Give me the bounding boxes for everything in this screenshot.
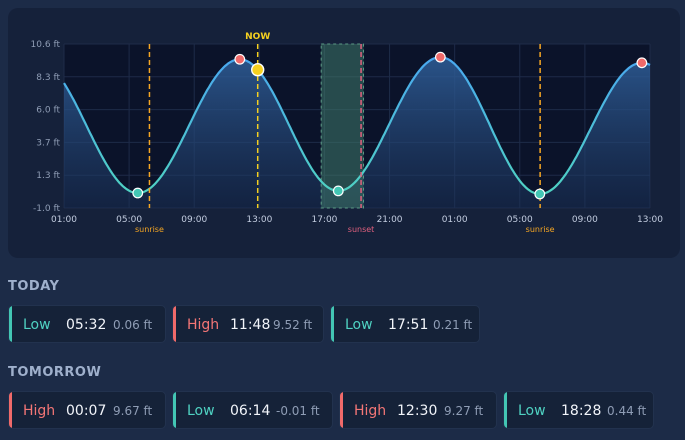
tide-time: 17:51: [388, 317, 429, 333]
tide-type: High: [187, 317, 220, 333]
x-tick-label: 01:00: [442, 215, 468, 225]
chip-accent: [173, 306, 176, 342]
now-label: NOW: [245, 32, 270, 42]
tide-area: [64, 57, 650, 209]
sunrise-label: sunrise: [526, 225, 555, 234]
high-tide-marker: [234, 53, 246, 65]
x-tick-label: 21:00: [377, 215, 403, 225]
x-tick-label: 01:00: [51, 215, 77, 225]
low-tide-marker: [332, 185, 344, 197]
high-tide-marker: [636, 57, 648, 69]
y-tick-label: 1.3 ft: [36, 171, 60, 181]
x-tick-label: 13:00: [246, 215, 272, 225]
y-tick-label: -1.0 ft: [33, 204, 60, 214]
tide-time: 00:07: [66, 403, 107, 419]
tide-chip-tomorrow-1[interactable]: Low 06:14 -0.01 ft: [172, 391, 333, 429]
x-tick-label: 05:00: [116, 215, 142, 225]
tide-chart-card: 10.6 ft 8.3 ft 6.0 ft 3.7 ft 1.3 ft -1.0 ft 01…: [8, 8, 680, 258]
sunrise-label: sunrise: [135, 225, 164, 234]
tide-type: High: [23, 403, 56, 419]
now-marker: [251, 63, 265, 77]
tide-type: Low: [23, 317, 51, 333]
today-heading: TODAY: [8, 279, 60, 294]
tide-type: Low: [518, 403, 546, 419]
y-tick-label: 6.0 ft: [36, 106, 60, 116]
tide-curve: [63, 56, 651, 196]
tide-time: 12:30: [397, 403, 438, 419]
chip-accent: [331, 306, 334, 342]
x-tick-label: 13:00: [637, 215, 663, 225]
chip-accent: [9, 392, 12, 428]
tide-height: 9.27 ft: [444, 404, 484, 418]
tide-height: 9.52 ft: [273, 318, 313, 332]
tide-chip-tomorrow-3[interactable]: Low 18:28 0.44 ft: [503, 391, 654, 429]
tide-chip-tomorrow-2[interactable]: High 12:30 9.27 ft: [339, 391, 497, 429]
y-tick-label: 3.7 ft: [36, 138, 60, 148]
evening-highlight-band: [320, 43, 365, 209]
tide-time: 06:14: [230, 403, 271, 419]
tide-type: Low: [345, 317, 373, 333]
tomorrow-heading: TOMORROW: [8, 365, 102, 380]
tide-height: -0.01 ft: [276, 404, 320, 418]
tide-type: Low: [187, 403, 215, 419]
tide-chip-today-1[interactable]: High 11:48 9.52 ft: [172, 305, 324, 343]
y-tick-label: 8.3 ft: [36, 73, 60, 83]
low-tide-marker: [534, 188, 546, 200]
x-tick-label: 05:00: [507, 215, 533, 225]
tide-chip-tomorrow-0[interactable]: High 00:07 9.67 ft: [8, 391, 166, 429]
tide-time: 05:32: [66, 317, 107, 333]
tide-height: 0.21 ft: [433, 318, 473, 332]
tide-time: 11:48: [230, 317, 271, 333]
tide-chip-today-2[interactable]: Low 17:51 0.21 ft: [330, 305, 480, 343]
tide-chart[interactable]: 10.6 ft8.3 ft6.0 ft3.7 ft1.3 ft-1.0 ft01…: [8, 8, 680, 258]
tide-type: High: [354, 403, 387, 419]
chip-accent: [9, 306, 12, 342]
tide-time: 18:28: [561, 403, 602, 419]
tide-height: 0.06 ft: [113, 318, 153, 332]
y-tick-label: 10.6 ft: [31, 40, 61, 50]
sunset-label: sunset: [348, 225, 375, 234]
x-tick-label: 09:00: [181, 215, 207, 225]
tide-height: 9.67 ft: [113, 404, 153, 418]
chip-accent: [173, 392, 176, 428]
high-tide-marker: [434, 51, 446, 63]
tide-height: 0.44 ft: [607, 404, 647, 418]
x-tick-label: 09:00: [572, 215, 598, 225]
x-tick-label: 17:00: [311, 215, 337, 225]
low-tide-marker: [132, 187, 144, 199]
chip-accent: [340, 392, 343, 428]
tide-chip-today-0[interactable]: Low 05:32 0.06 ft: [8, 305, 166, 343]
chip-accent: [504, 392, 507, 428]
